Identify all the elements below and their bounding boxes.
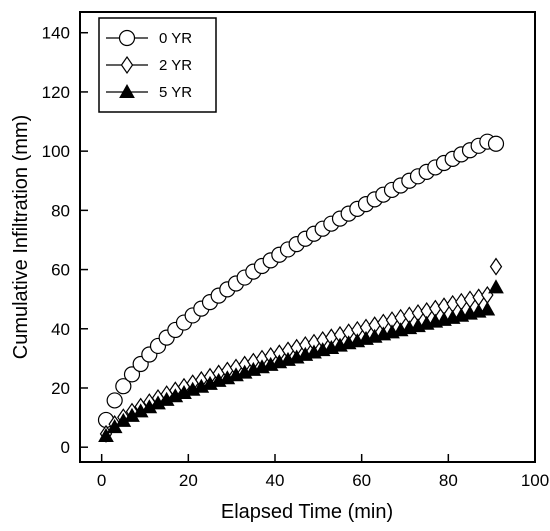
legend-entry-0-yr: 0 YR [106,29,192,47]
y-tick-label: 40 [51,320,70,339]
point-5-yr [488,279,504,294]
legend-entry-5-yr: 5 YR [106,83,192,101]
marks-layer [97,133,505,443]
point-0-yr [123,366,141,383]
x-axis-title: Elapsed Time (min) [221,501,393,523]
legend-label-5-yr: 5 YR [159,84,192,101]
y-tick-label: 60 [51,261,70,280]
point-2-yr [472,288,485,307]
point-0-yr [487,135,505,152]
y-tick-label: 140 [42,24,70,43]
point-2-yr [446,294,459,313]
x-tick-label: 60 [352,471,371,490]
x-tick-label: 100 [521,471,549,490]
y-tick-label: 0 [61,438,70,457]
point-5-yr [98,427,114,442]
y-tick-label: 80 [51,201,70,220]
point-2-yr [455,292,468,311]
point-0-yr [106,392,123,409]
point-2-yr [489,257,503,276]
y-tick-label: 120 [42,83,70,102]
point-2-yr [463,290,477,309]
legend-entries: 0 YR 2 YR 5 YR [106,29,192,101]
y-tick-label: 20 [51,379,70,398]
x-tick-label: 20 [179,471,198,490]
legend-marker-0-yr [118,29,136,47]
series-0-yr [97,133,505,429]
y-axis-title: Cumulative Infiltration (mm) [10,115,32,360]
point-5-yr [479,301,496,316]
plot-frame [79,11,536,463]
ticks-layer: 0 20 40 60 80 100 0 20 40 60 80 100 120 140 [42,24,550,490]
point-0-yr [115,378,132,395]
legend-entry-2-yr: 2 YR [106,55,192,75]
legend-label-2-yr: 2 YR [159,57,192,74]
x-tick-label: 80 [439,471,458,490]
legend: 0 YR 2 YR 5 YR [98,17,217,113]
y-tick-label: 100 [42,142,70,161]
series-5-yr [98,279,504,442]
legend-marker-5-yr [119,83,135,98]
legend-marker-2-yr [120,55,134,75]
x-tick-label: 40 [266,471,285,490]
x-tick-label: 0 [97,471,106,490]
legend-label-0-yr: 0 YR [159,30,192,47]
